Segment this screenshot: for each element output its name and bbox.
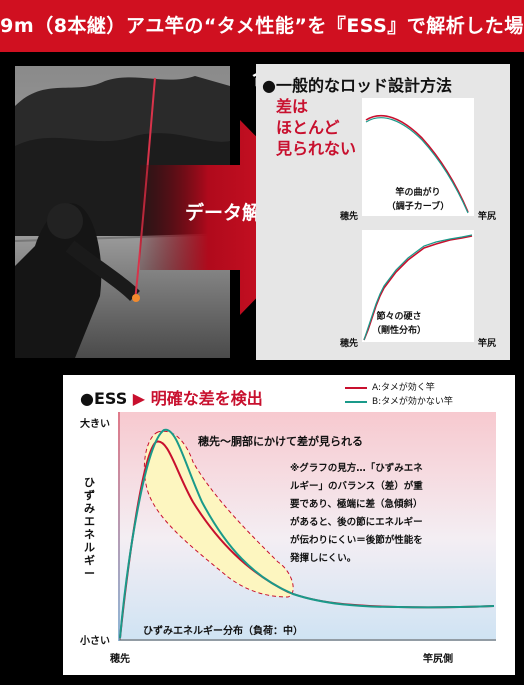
x-axis-left-label: 穂先 — [110, 654, 130, 665]
strain-energy-chart — [116, 412, 496, 641]
stiffness-caption-2: （剛性分布） — [371, 326, 426, 336]
reading-guide-note: ※グラフの見方…「ひずみエネルギー」のバランス（差）が重要であり、極端に差（急傾… — [290, 463, 423, 564]
chart-legend: A:タメが効く竿 B:タメが効かない竿 — [345, 381, 453, 409]
note-line-2: ほとんど — [276, 118, 340, 137]
stiffness-caption: 節々の硬さ （剛性分布） — [366, 310, 432, 338]
bending-curve-caption: 竿の曲がり （調子カーブ） — [378, 186, 458, 214]
chart1-x-left: 穂先 — [340, 212, 359, 222]
bending-curve-chart — [362, 98, 474, 216]
bending-caption-2: （調子カーブ） — [386, 202, 450, 212]
note-line-3: 見られない — [276, 139, 357, 158]
ess-heading-text: 明確な差を検出 — [150, 389, 263, 408]
legend-label-a: A:タメが効く竿 — [372, 383, 435, 393]
ess-heading-prefix: ●ESS — [80, 389, 128, 408]
stiffness-caption-1: 節々の硬さ — [376, 312, 422, 322]
difference-annotation: 穂先～胴部にかけて差が見られる — [198, 435, 363, 448]
chart1-x-right: 竿尻 — [478, 212, 497, 222]
x-axis-right-label: 竿尻側 — [423, 654, 453, 665]
no-difference-note: 差は ほとんど 見られない — [276, 96, 366, 159]
distribution-label: ひずみエネルギー分布（負荷：中） — [143, 626, 303, 637]
y-axis-name: ひずみエネルギー — [84, 476, 95, 580]
legend-item-b: B:タメが効かない竿 — [345, 395, 453, 409]
y-axis-top-label: 大きい — [80, 419, 110, 430]
chart2-x-right: 竿尻 — [478, 339, 497, 349]
page-title: 9m（8本継）アユ竿の“タメ性能”を『ESS』で解析した場合 — [0, 0, 524, 89]
legend-swatch-a — [345, 387, 367, 389]
chart2-x-left: 穂先 — [340, 339, 359, 349]
y-axis-bottom-label: 小さい — [80, 636, 110, 647]
legend-label-b: B:タメが効かない竿 — [372, 397, 453, 407]
ess-heading: ●ESS ▶ 明確な差を検出 — [80, 385, 263, 409]
bending-caption-1: 竿の曲がり — [395, 188, 441, 198]
stiffness-chart — [362, 230, 474, 342]
legend-item-a: A:タメが効く竿 — [345, 381, 453, 395]
note-line-1: 差は — [276, 97, 309, 116]
legend-swatch-b — [345, 401, 367, 403]
triangle-arrow-icon: ▶ — [132, 389, 146, 408]
general-design-heading: ●一般的なロッド設計方法 — [262, 76, 452, 95]
curve-b — [119, 428, 495, 639]
